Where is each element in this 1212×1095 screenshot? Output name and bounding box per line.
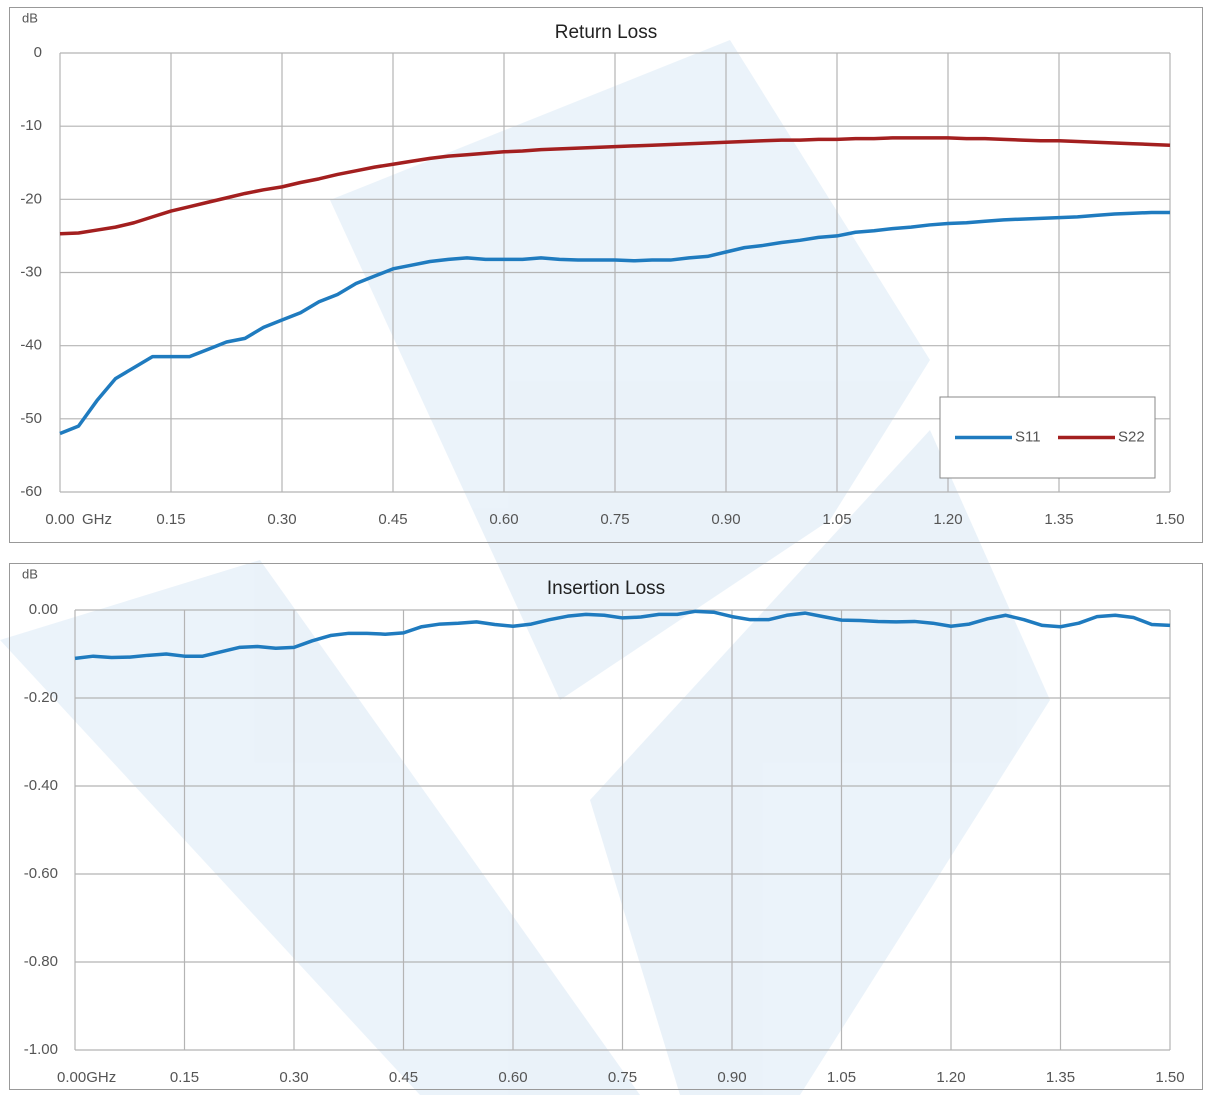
y-tick-label: -10 (20, 117, 42, 134)
x-tick-label: 0.60 (498, 1069, 527, 1086)
chart-title: Insertion Loss (547, 578, 665, 599)
watermark (0, 40, 1050, 1095)
x-tick-label: 1.50 (1155, 511, 1184, 528)
legend-label: S11 (1015, 428, 1041, 445)
y-tick-label: -0.60 (24, 865, 58, 882)
y-tick-label: -30 (20, 263, 42, 280)
data-line (59, 136, 1171, 236)
y-tick-label: -0.80 (24, 953, 58, 970)
chart-frame (9, 7, 1203, 543)
x-tick-label: 0.60 (489, 511, 518, 528)
x-tick-label: 0.00GHz (57, 1069, 116, 1086)
x-tick-label: 1.35 (1046, 1069, 1075, 1086)
chart-frame (9, 563, 1203, 1090)
data-line (74, 609, 1171, 661)
x-tick-label: 0.00 (45, 511, 74, 528)
x-tick-label: 1.05 (827, 1069, 856, 1086)
data-line (59, 210, 1170, 436)
chart-title: Return Loss (555, 22, 657, 43)
x-tick-label: 0.75 (608, 1069, 637, 1086)
x-tick-label: 0.45 (389, 1069, 418, 1086)
y-tick-label: -1.00 (24, 1041, 58, 1058)
watermark-shape (0, 560, 640, 1095)
y-tick-label: -0.40 (24, 777, 58, 794)
x-tick-label: 0.15 (156, 511, 185, 528)
y-tick-label: -50 (20, 410, 42, 427)
y-tick-label: -20 (20, 190, 42, 207)
x-tick-label: 0.90 (711, 511, 740, 528)
y-tick-label: -60 (20, 483, 42, 500)
x-tick-label: 0.30 (279, 1069, 308, 1086)
y-axis-unit: dB (22, 10, 38, 25)
x-tick-label: 0.75 (600, 511, 629, 528)
x-tick-label: 1.05 (822, 511, 851, 528)
y-tick-label: -0.20 (24, 689, 58, 706)
x-tick-label: 0.15 (170, 1069, 199, 1086)
x-tick-label: 1.50 (1155, 1069, 1184, 1086)
x-tick-label: 0.30 (267, 511, 296, 528)
y-tick-label: 0 (34, 44, 42, 61)
y-axis-unit: dB (22, 566, 38, 581)
x-tick-label: 0.90 (717, 1069, 746, 1086)
x-tick-label: 1.20 (936, 1069, 965, 1086)
x-tick-label: 1.20 (933, 511, 962, 528)
x-tick-label: 0.45 (378, 511, 407, 528)
watermark-shape (330, 40, 930, 700)
watermark-shape (590, 430, 1050, 1095)
x-axis-unit: GHz (82, 511, 112, 528)
legend-label: S22 (1118, 428, 1145, 445)
x-tick-label: 1.35 (1044, 511, 1073, 528)
y-tick-label: 0.00 (29, 601, 58, 618)
y-tick-label: -40 (20, 337, 42, 354)
